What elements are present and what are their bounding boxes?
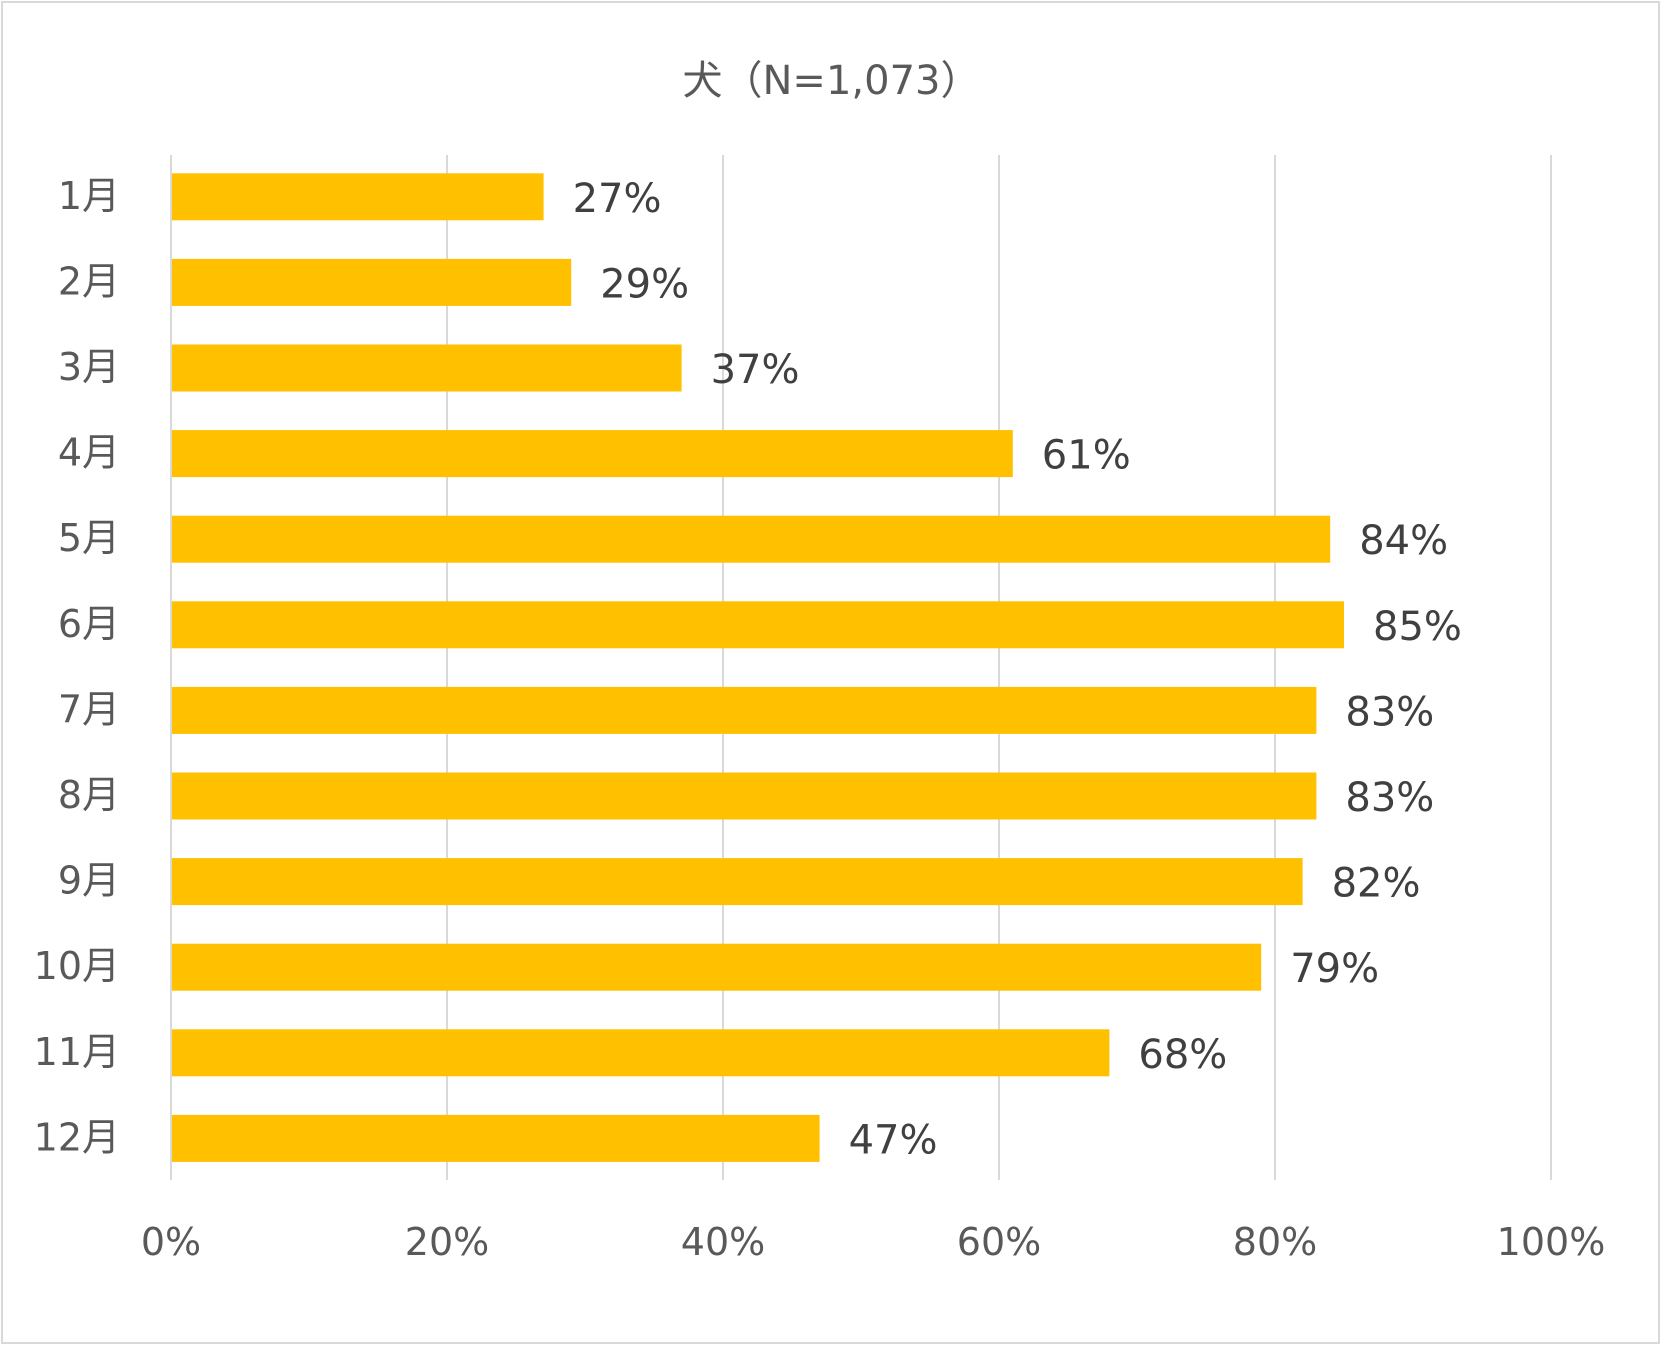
category-label: 10月 bbox=[34, 944, 120, 988]
bar bbox=[172, 258, 572, 306]
category-label: 4月 bbox=[58, 431, 120, 475]
data-label: 83% bbox=[1345, 775, 1434, 821]
bar bbox=[172, 1114, 820, 1162]
bar bbox=[172, 173, 544, 221]
bar bbox=[172, 344, 682, 392]
data-label: 68% bbox=[1138, 1032, 1227, 1078]
data-label: 79% bbox=[1290, 946, 1379, 992]
category-label: 5月 bbox=[58, 516, 120, 560]
x-tick-label: 40% bbox=[681, 1220, 765, 1264]
bar bbox=[172, 601, 1344, 649]
category-label: 2月 bbox=[58, 259, 120, 303]
x-tick-label: 0% bbox=[141, 1220, 201, 1264]
bar bbox=[172, 772, 1317, 820]
category-label: 11月 bbox=[34, 1030, 120, 1074]
category-label: 12月 bbox=[34, 1115, 120, 1159]
category-label: 7月 bbox=[58, 687, 120, 731]
category-label: 1月 bbox=[58, 174, 120, 218]
bar bbox=[172, 515, 1331, 563]
category-label: 3月 bbox=[58, 345, 120, 389]
data-label: 83% bbox=[1345, 689, 1434, 735]
bar bbox=[172, 943, 1262, 991]
bar bbox=[172, 1029, 1110, 1077]
x-tick-label: 60% bbox=[957, 1220, 1041, 1264]
chart-title: 犬（N=1,073） bbox=[682, 58, 981, 104]
data-label: 82% bbox=[1332, 861, 1421, 907]
bar bbox=[172, 430, 1013, 478]
x-tick-label: 80% bbox=[1233, 1220, 1317, 1264]
bar bbox=[172, 858, 1303, 906]
data-label: 47% bbox=[849, 1117, 938, 1163]
x-tick-label: 20% bbox=[405, 1220, 489, 1264]
x-tick-label: 100% bbox=[1497, 1220, 1606, 1264]
data-label: 61% bbox=[1042, 433, 1131, 479]
data-label: 37% bbox=[711, 347, 800, 393]
category-label: 9月 bbox=[58, 859, 120, 903]
data-label: 27% bbox=[573, 176, 662, 222]
bar bbox=[172, 686, 1317, 734]
category-label: 8月 bbox=[58, 773, 120, 817]
data-label: 84% bbox=[1359, 518, 1448, 564]
data-label: 29% bbox=[600, 261, 689, 307]
data-label: 85% bbox=[1373, 604, 1462, 650]
category-label: 6月 bbox=[58, 602, 120, 646]
